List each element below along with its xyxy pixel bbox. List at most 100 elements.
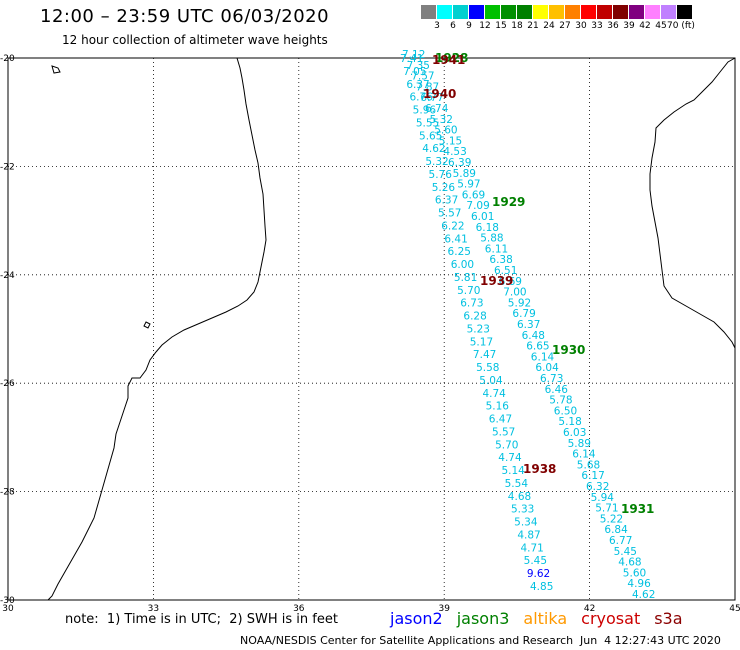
color-swatch bbox=[421, 5, 437, 19]
swh-value: 7.12 bbox=[402, 49, 425, 61]
swh-value: 7.87 bbox=[416, 81, 439, 93]
color-swatch bbox=[485, 5, 501, 19]
swh-value: 5.45 bbox=[524, 555, 547, 567]
swh-value: 5.60 bbox=[434, 125, 457, 137]
mission-legend-cryosat: cryosat bbox=[581, 609, 641, 628]
swh-value: 6.04 bbox=[535, 362, 559, 374]
color-swatch bbox=[613, 5, 629, 19]
color-scale-label: 36 bbox=[607, 21, 619, 31]
swh-value: 6.11 bbox=[485, 243, 508, 255]
pass-number-label: 1938 bbox=[523, 462, 556, 476]
swh-value: 6.50 bbox=[554, 405, 577, 417]
mission-legend-jason2: jason2 bbox=[390, 609, 443, 628]
lon-tick-label: 36 bbox=[293, 604, 305, 614]
swh-value: 4.62 bbox=[422, 143, 445, 155]
swh-value: 6.69 bbox=[462, 189, 485, 201]
swh-value: 6.76 bbox=[410, 92, 434, 104]
swh-value: 7.00 bbox=[503, 287, 526, 299]
mission-legend-jason3: jason3 bbox=[456, 609, 510, 628]
swh-value: 7.35 bbox=[407, 60, 430, 72]
swh-value: 6.84 bbox=[604, 524, 628, 536]
swh-value: 5.17 bbox=[470, 336, 493, 348]
swh-value: 9.62 bbox=[527, 568, 550, 580]
swh-value: 5.15 bbox=[439, 135, 462, 147]
swh-value: 5.97 bbox=[457, 179, 480, 191]
swh-value: 6.32 bbox=[586, 481, 609, 493]
swh-value: 6.17 bbox=[581, 470, 604, 482]
pass-number-label: 1939 bbox=[480, 274, 513, 288]
swh-value: 6.74 bbox=[425, 103, 449, 115]
map-frame bbox=[7, 57, 736, 601]
color-scale-label: 33 bbox=[591, 21, 603, 31]
color-swatch bbox=[549, 5, 565, 19]
lat-tick-label: -28 bbox=[0, 488, 15, 498]
swh-value: 4.68 bbox=[618, 557, 641, 569]
color-scale-label: 12 bbox=[479, 21, 491, 31]
swh-value: 5.04 bbox=[479, 375, 503, 387]
island-coast bbox=[51, 65, 61, 74]
color-swatch bbox=[677, 5, 693, 19]
map-title: 12:00 – 23:59 UTC 06/03/2020 bbox=[40, 6, 330, 27]
credit-line: NOAA/NESDIS Center for Satellite Applica… bbox=[240, 634, 574, 647]
swh-value: 5.70 bbox=[495, 439, 518, 451]
mission-legend-altika: altika bbox=[523, 609, 568, 628]
swh-value: 6.77 bbox=[609, 535, 632, 547]
swh-value: 5.94 bbox=[591, 492, 615, 504]
swh-value: 6.51 bbox=[494, 265, 517, 277]
swh-value: 6.37 bbox=[435, 195, 458, 207]
map-subtitle: 12 hour collection of altimeter wave hei… bbox=[62, 33, 328, 47]
color-swatch bbox=[645, 5, 661, 19]
swh-value: 7.57 bbox=[411, 71, 434, 83]
swh-value: 6.46 bbox=[545, 384, 569, 396]
swh-value: 5.96 bbox=[413, 105, 437, 117]
swh-value: 6.77 bbox=[420, 92, 443, 104]
swh-value: 4.96 bbox=[627, 578, 651, 590]
coastline bbox=[47, 57, 736, 601]
swh-value: 5.57 bbox=[492, 426, 515, 438]
island-coast bbox=[143, 321, 151, 329]
madagascar-coastline bbox=[649, 57, 736, 349]
color-scale-label: 42 bbox=[639, 21, 651, 31]
swh-value: 5.89 bbox=[453, 168, 476, 180]
color-swatch bbox=[629, 5, 645, 19]
swh-value: 4.87 bbox=[517, 529, 540, 541]
generated-timestamp: Jun 4 12:27:43 UTC 2020 bbox=[580, 634, 721, 647]
swh-value: 4.62 bbox=[632, 589, 655, 601]
pass-number-label: 1929 bbox=[492, 195, 525, 209]
swh-value: 7.41 bbox=[400, 53, 423, 65]
swh-value: 6.03 bbox=[563, 427, 586, 439]
swh-value: 5.71 bbox=[595, 503, 618, 515]
swh-value: 5.60 bbox=[623, 567, 646, 579]
lat-tick-label: -30 bbox=[0, 596, 15, 606]
swh-value: 5.81 bbox=[454, 272, 477, 284]
swh-value: 6.39 bbox=[448, 157, 471, 169]
swh-value: 5.58 bbox=[476, 362, 499, 374]
swh-value: 6.37 bbox=[406, 79, 429, 91]
swh-value: 5.22 bbox=[600, 513, 623, 525]
color-swatch bbox=[437, 5, 453, 19]
swh-value: 5.68 bbox=[577, 459, 600, 471]
swh-value: 6.28 bbox=[463, 311, 486, 323]
swh-value: 6.69 bbox=[499, 276, 522, 288]
swh-value: 5.54 bbox=[505, 478, 529, 490]
mission-legend: jason2 jason3 altika cryosat s3a bbox=[390, 609, 683, 628]
lat-lon-grid bbox=[8, 58, 735, 600]
pass-number-label: 1930 bbox=[552, 343, 585, 357]
lat-tick-label: -26 bbox=[0, 379, 15, 389]
swh-value: 6.73 bbox=[460, 298, 483, 310]
color-scale-label: 70 (ft) bbox=[667, 21, 695, 31]
swh-value: 7.09 bbox=[466, 200, 489, 212]
color-scale-label: 15 bbox=[495, 21, 507, 31]
swh-value: 5.33 bbox=[511, 504, 534, 516]
swh-track-values: 7.127.357.577.876.776.745.325.605.154.53… bbox=[400, 49, 655, 601]
swh-value: 4.68 bbox=[508, 491, 531, 503]
color-scale-label: 3 bbox=[434, 21, 440, 31]
swh-value: 6.37 bbox=[517, 319, 540, 331]
swh-value: 5.23 bbox=[467, 323, 490, 335]
swh-value: 6.38 bbox=[489, 254, 512, 266]
swh-value: 6.18 bbox=[476, 222, 499, 234]
color-scale-bar bbox=[421, 5, 693, 19]
swh-value: 5.89 bbox=[568, 438, 591, 450]
swh-value: 4.74 bbox=[482, 388, 506, 400]
